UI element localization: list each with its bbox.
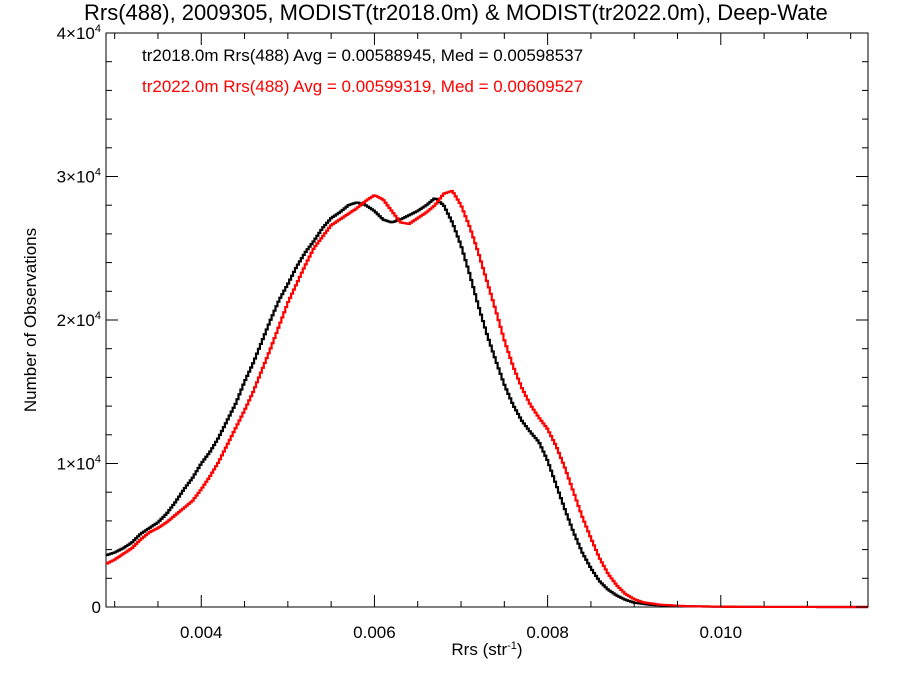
series-layer	[106, 189, 868, 609]
y-tick-label: 1×104	[57, 454, 101, 474]
x-axis-label-text: Rrs (str	[451, 640, 507, 659]
y-axis-label: Number of Observations	[21, 228, 40, 412]
ticks-layer: 0.004 0.006 0.008 0.010 0 1×104 2×104 3×104 4×10…	[57, 23, 868, 642]
y-tick-label: 2×104	[57, 310, 101, 330]
legend-entry-tr2018: tr2018.0m Rrs(488) Avg = 0.00588945, Med…	[142, 46, 583, 65]
y-tick-label: 4×104	[57, 23, 101, 43]
x-axis-label-exponent: -1	[507, 640, 517, 652]
series-line-1	[106, 189, 868, 609]
chart-title: Rrs(488), 2009305, MODIST(tr2018.0m) & M…	[84, 0, 828, 25]
x-tick-label: 0.004	[180, 623, 223, 642]
x-axis-label-close: )	[517, 640, 523, 659]
x-axis-label: Rrs (str-1)	[451, 640, 522, 659]
y-tick-label: 3×104	[57, 167, 101, 187]
series-line-0	[106, 197, 868, 609]
x-tick-label: 0.010	[700, 623, 743, 642]
x-tick-label: 0.006	[353, 623, 396, 642]
plot-frame	[105, 32, 869, 608]
y-tick-label: 0	[92, 598, 101, 617]
x-tick-label: 0.008	[526, 623, 569, 642]
legend-entry-tr2022: tr2022.0m Rrs(488) Avg = 0.00599319, Med…	[142, 77, 583, 96]
